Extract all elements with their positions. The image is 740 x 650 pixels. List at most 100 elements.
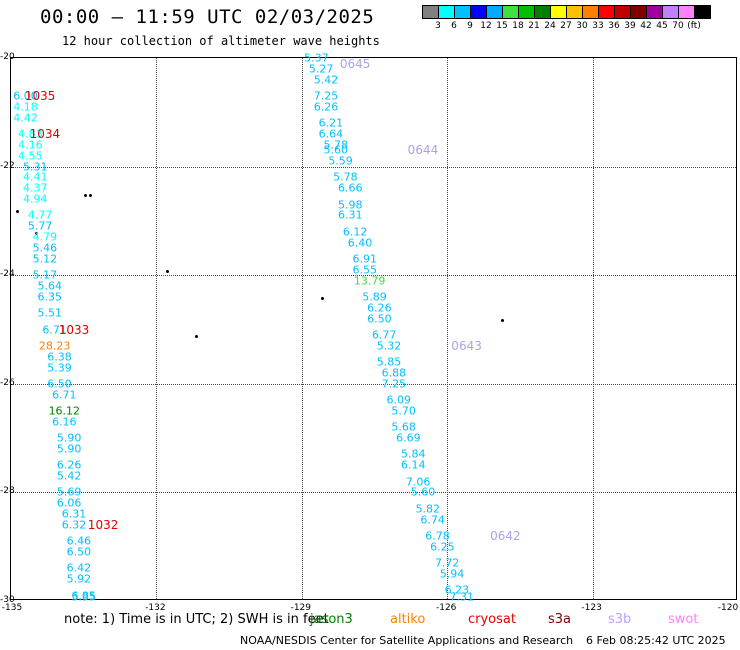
grid-line-lon	[592, 58, 594, 599]
wave-height-label: 6.77	[371, 328, 397, 342]
wave-height-label: 16.12	[48, 404, 81, 418]
wave-height-label: 6.71	[52, 388, 77, 402]
lat-tick-label: -30	[0, 595, 15, 605]
lon-tick-label: -135	[1, 603, 23, 613]
wave-height-label: 5.12	[32, 252, 58, 266]
wave-height-label: 6.64	[318, 127, 344, 141]
wave-height-label: 5.42	[56, 469, 82, 483]
pass-time-label: 0643	[451, 338, 482, 353]
legend-label: 36	[608, 21, 620, 31]
wave-height-label: 5.31	[22, 160, 48, 174]
wave-height-label: 6.12	[342, 225, 368, 239]
wave-height-label: 6.31	[61, 507, 87, 521]
wave-height-label: 13.79	[353, 274, 386, 288]
wave-height-label: 6.69	[396, 431, 421, 445]
wave-height-label: 4.79	[32, 230, 58, 244]
lon-tick-label: -123	[581, 603, 602, 613]
pass-time-label: 0644	[407, 143, 439, 158]
wave-height-label: 6.40	[347, 236, 373, 250]
wave-height-label: 6.31	[338, 208, 363, 222]
wave-height-label: 5.77	[27, 219, 53, 233]
wave-height-label: 5.78	[323, 138, 348, 152]
legend-label: 70	[672, 21, 684, 31]
wave-height-label: 5.90	[56, 431, 82, 445]
legend-labels: 3 6 9 12 15 18 21 24 27 30 33 36 39 42 45 70 (ft)	[422, 21, 710, 35]
wave-height-label: 4.55	[18, 149, 43, 163]
legend-label: 27	[560, 21, 572, 31]
wave-height-label: 7.31	[449, 590, 474, 604]
wave-height-label: 6.38	[47, 350, 72, 364]
wave-height-label: 5.68	[391, 420, 416, 434]
wave-height-label: 5.98	[338, 198, 363, 212]
legend-swatch	[502, 5, 519, 19]
wave-height-label: 7.25	[381, 377, 407, 391]
island-marker	[15, 210, 19, 214]
grid-line-lat	[11, 166, 736, 168]
legend-label: 30	[576, 21, 588, 31]
legend-label: 24	[544, 21, 556, 31]
pass-time-label: 0642	[490, 528, 521, 543]
timestamp: 6 Feb 08:25:42 UTC 2025	[586, 634, 726, 647]
legend-label: 33	[592, 21, 604, 31]
map-area: 6.00 4.18 4.42 4.83 4.16 4.55 5.31 4.41 4.37 4.94…	[10, 52, 737, 604]
island-marker	[88, 193, 92, 197]
wave-height-label: 5.69	[56, 485, 82, 499]
island-marker	[500, 318, 504, 322]
lat-tick-label: -28	[0, 486, 15, 497]
wave-height-label: 5.94	[439, 567, 465, 581]
legend-label: 42	[640, 21, 652, 31]
wave-height-label: 6.00	[13, 89, 38, 103]
wave-height-label: 7.06	[405, 475, 431, 489]
map-subtitle: 12 hour collection of altimeter wave hei…	[62, 34, 380, 48]
wave-height-label: 5.59	[328, 154, 353, 168]
legend-swatch	[678, 5, 695, 19]
wave-height-label: 6.14	[401, 458, 426, 472]
legend-label: 12	[480, 21, 492, 31]
legend-label: 15	[496, 21, 508, 31]
wave-height-label: 6.71	[42, 323, 67, 336]
satellite-name: s3b	[608, 612, 632, 627]
lat-tick-label: -24	[0, 269, 15, 280]
wave-height-label: 5.89	[362, 290, 387, 304]
legend-swatches	[422, 5, 711, 19]
legend-label: 3	[435, 21, 441, 31]
legend-swatch	[598, 5, 615, 19]
wave-height-label: 6.09	[386, 393, 411, 407]
wave-height-label: 6.26	[313, 100, 339, 114]
wave-height-label: 6.16	[52, 415, 77, 429]
legend-swatch	[662, 5, 679, 19]
wave-height-label: 5.92	[66, 572, 92, 586]
wave-height-label: 5.82	[415, 502, 441, 516]
wave-height-label: 5.60	[323, 143, 348, 157]
legend-swatch	[518, 5, 535, 19]
wave-height-label: 28.23	[38, 339, 71, 353]
wave-height-label: 6.46	[66, 534, 92, 548]
lon-tick-label: -126	[435, 603, 457, 613]
legend-label: (ft)	[687, 21, 701, 31]
legend-swatch	[438, 5, 455, 19]
wave-height-label: 4.42	[13, 111, 38, 125]
wave-height-label: 6.25	[430, 540, 455, 554]
pass-time-label: 1035	[24, 89, 56, 103]
wave-height-label: 6.32	[61, 518, 87, 532]
satellite-name: swot	[668, 612, 699, 627]
map-title: 00:00 – 11:59 UTC 02/03/2025	[40, 6, 375, 28]
legend-swatch	[486, 5, 503, 19]
pass-time-label: 0645	[339, 57, 371, 71]
wave-height-label: 5.64	[37, 279, 63, 293]
satellite-name: jason3	[310, 612, 353, 627]
wave-height-label: 4.37	[22, 181, 48, 195]
island-marker	[321, 296, 325, 300]
lat-tick-label: -22	[0, 160, 15, 171]
grid-line-lat	[11, 383, 736, 385]
footer-note: note: 1) Time is in UTC; 2) SWH is in fe…	[64, 612, 329, 627]
wave-height-label: 6.23	[444, 583, 470, 597]
legend-label: 39	[624, 21, 636, 31]
wave-height-label: 6.66	[338, 181, 363, 195]
grid-line-lat	[11, 275, 736, 277]
legend-swatch	[694, 5, 711, 19]
wave-height-label: 6.88	[381, 366, 407, 380]
legend-swatch	[454, 5, 471, 19]
island-marker	[166, 269, 170, 273]
wave-height-label: 7.25	[313, 89, 339, 103]
